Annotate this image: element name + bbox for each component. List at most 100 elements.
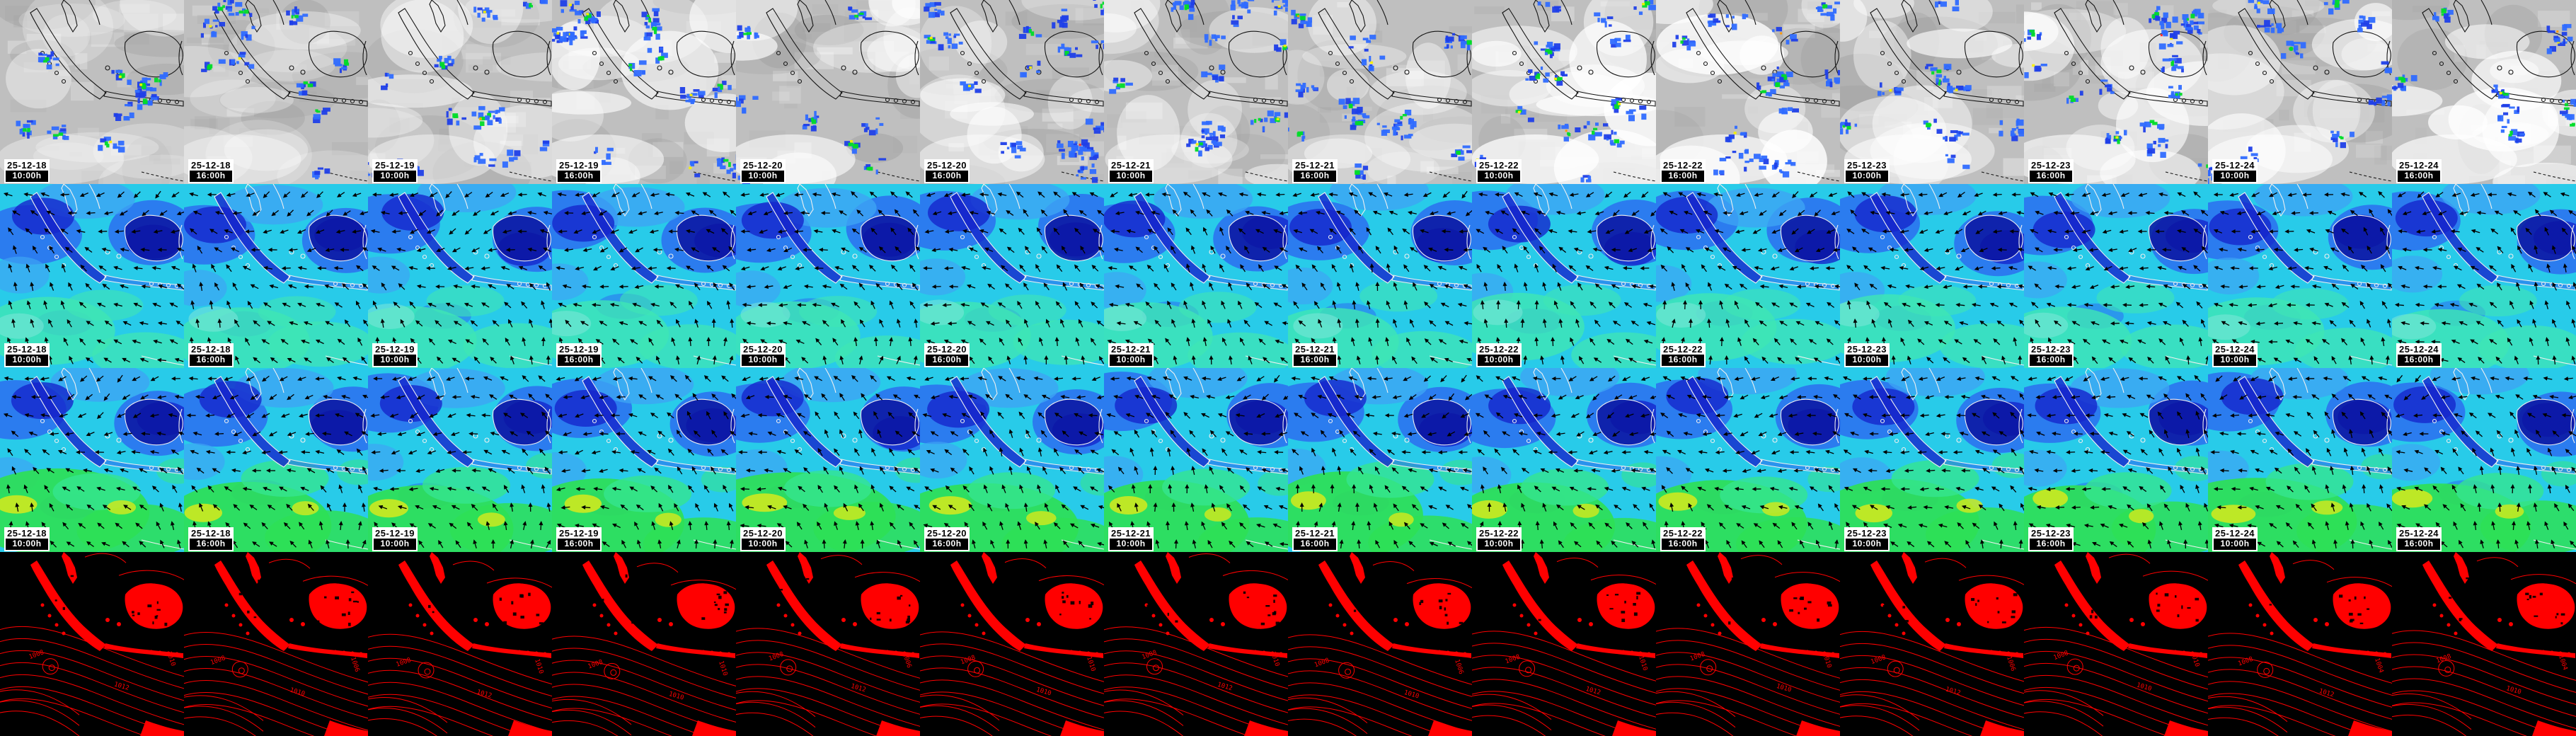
map-tile[interactable]: 25-12-19 10:00h (368, 0, 552, 184)
coastline (950, 0, 1104, 182)
map-tile[interactable]: 25-12-20 16:00h (920, 368, 1104, 552)
map-tile[interactable]: 1008 1010 1006 (184, 552, 368, 736)
map-tile[interactable]: 1008 1012 1004 (2208, 552, 2392, 736)
map-tile[interactable]: 25-12-18 10:00h (0, 368, 184, 552)
map-tile[interactable]: 25-12-22 16:00h (1656, 0, 1840, 184)
land-speckle (1728, 573, 1832, 625)
map-tile[interactable]: 1008 1010 1010 (2024, 552, 2208, 736)
precip-overlay (1840, 0, 2024, 169)
tile-timestamp: 25-12-20 10:00h (740, 159, 786, 183)
map-tile[interactable]: 25-12-23 16:00h (2024, 0, 2208, 184)
map-tile[interactable]: 25-12-18 10:00h (0, 184, 184, 368)
tile-time-label: 10:00h (1846, 355, 1889, 366)
tile-time-label: 10:00h (6, 539, 49, 550)
map-tile[interactable]: 25-12-22 16:00h (1656, 368, 1840, 552)
coastline (1502, 184, 1656, 366)
map-tile[interactable]: 25-12-24 16:00h (2392, 368, 2576, 552)
tile-time-label: 10:00h (742, 539, 785, 550)
map-tile[interactable]: 25-12-21 10:00h (1104, 0, 1288, 184)
map-tile[interactable]: 25-12-20 10:00h (736, 0, 920, 184)
map-tile[interactable]: 25-12-24 16:00h (2392, 0, 2576, 184)
land-mask (950, 552, 1104, 736)
map-tile[interactable]: 25-12-19 10:00h (368, 368, 552, 552)
isobars (736, 555, 920, 736)
map-tile[interactable]: 1008 1012 1006 (736, 552, 920, 736)
map-tile[interactable]: 25-12-23 10:00h (1840, 184, 2024, 368)
coastline (1134, 368, 1288, 550)
precip-overlay (2392, 7, 2576, 144)
coastline (398, 368, 552, 550)
tile-time-label: 10:00h (1478, 171, 1521, 182)
isobars (2024, 553, 2208, 736)
map-tile[interactable]: 25-12-20 16:00h (920, 184, 1104, 368)
map-tile[interactable]: 25-12-18 16:00h (184, 368, 368, 552)
map-tile[interactable]: 1008 1010 1010 (1656, 552, 1840, 736)
map-tile[interactable]: 25-12-21 16:00h (1288, 184, 1472, 368)
map-tile[interactable]: 25-12-22 10:00h (1472, 368, 1656, 552)
map-tile[interactable]: 25-12-18 10:00h (0, 0, 184, 184)
tile-timestamp: 25-12-23 16:00h (2028, 527, 2074, 551)
map-tile[interactable]: 25-12-23 16:00h (2024, 184, 2208, 368)
isobars (0, 553, 184, 736)
map-tile[interactable]: 25-12-24 16:00h (2392, 184, 2576, 368)
tile-date-label: 25-12-18 (188, 343, 234, 355)
wind-gusts-map (736, 368, 920, 552)
map-tile[interactable]: 25-12-23 10:00h (1840, 368, 2024, 552)
map-tile[interactable]: 1008 1012 1006 (1840, 552, 2024, 736)
tile-timestamp: 25-12-18 16:00h (188, 159, 234, 183)
coastline (2238, 184, 2392, 366)
map-tile[interactable]: 25-12-18 16:00h (184, 0, 368, 184)
tile-time-label: 10:00h (1478, 539, 1521, 550)
map-tile[interactable]: 25-12-19 16:00h (552, 184, 736, 368)
land-speckle (2089, 579, 2200, 622)
tile-date-label: 25-12-20 (924, 527, 970, 539)
map-tile[interactable]: 25-12-19 16:00h (552, 368, 736, 552)
map-tile[interactable]: 25-12-20 10:00h (736, 368, 920, 552)
map-tile[interactable]: 25-12-22 10:00h (1472, 0, 1656, 184)
map-tile[interactable]: 25-12-21 10:00h (1104, 368, 1288, 552)
land-speckle (2447, 577, 2565, 625)
map-tile[interactable]: 25-12-21 16:00h (1288, 0, 1472, 184)
wind-gusts-map (1656, 368, 1840, 552)
map-tile[interactable]: 25-12-20 10:00h (736, 184, 920, 368)
map-tile[interactable]: 1008 1010 1006 (1288, 552, 1472, 736)
tile-timestamp: 25-12-18 10:00h (4, 343, 50, 367)
map-tile[interactable]: 25-12-22 16:00h (1656, 184, 1840, 368)
map-tile[interactable]: 1008 1012 1010 (368, 552, 552, 736)
land-mask (1502, 552, 1656, 736)
map-tile[interactable]: 1008 1010 1004 (2392, 552, 2576, 736)
map-tile[interactable]: 25-12-20 16:00h (920, 0, 1104, 184)
map-tile[interactable]: 25-12-21 16:00h (1288, 368, 1472, 552)
map-tile[interactable]: 1008 1012 1010 (1472, 552, 1656, 736)
tile-date-label: 25-12-24 (2212, 159, 2258, 171)
tile-timestamp: 25-12-19 16:00h (556, 343, 602, 367)
tile-date-label: 25-12-22 (1476, 343, 1522, 355)
tile-date-label: 25-12-24 (2212, 343, 2258, 355)
map-tile[interactable]: 25-12-22 10:00h (1472, 184, 1656, 368)
map-tile[interactable]: 25-12-21 10:00h (1104, 184, 1288, 368)
satellite-precipitation-map (920, 0, 1104, 184)
map-tile[interactable]: 25-12-19 10:00h (368, 184, 552, 368)
tile-date-label: 25-12-22 (1476, 159, 1522, 171)
map-tile[interactable]: 25-12-23 10:00h (1840, 0, 2024, 184)
map-tile[interactable]: 1008 1012 1010 (1104, 552, 1288, 736)
map-tile[interactable]: 1008 1010 1010 (552, 552, 736, 736)
map-tile[interactable]: 25-12-19 16:00h (552, 0, 736, 184)
map-tile[interactable]: 25-12-24 10:00h (2208, 184, 2392, 368)
wind-map (736, 184, 920, 368)
isobars (2208, 560, 2392, 736)
map-tile[interactable]: 1008 1010 1010 (920, 552, 1104, 736)
tile-date-label: 25-12-21 (1108, 159, 1154, 171)
tile-time-label: 16:00h (2398, 171, 2441, 182)
tile-date-label: 25-12-21 (1292, 527, 1338, 539)
wind-map (2024, 184, 2208, 368)
map-tile[interactable]: 25-12-23 16:00h (2024, 368, 2208, 552)
map-tile[interactable]: 1008 1012 1010 (0, 552, 184, 736)
map-tile[interactable]: 25-12-24 10:00h (2208, 368, 2392, 552)
tile-timestamp: 25-12-23 16:00h (2028, 159, 2074, 183)
map-tile[interactable]: 25-12-24 10:00h (2208, 0, 2392, 184)
land-mask (214, 552, 368, 736)
map-tile[interactable]: 25-12-18 16:00h (184, 184, 368, 368)
